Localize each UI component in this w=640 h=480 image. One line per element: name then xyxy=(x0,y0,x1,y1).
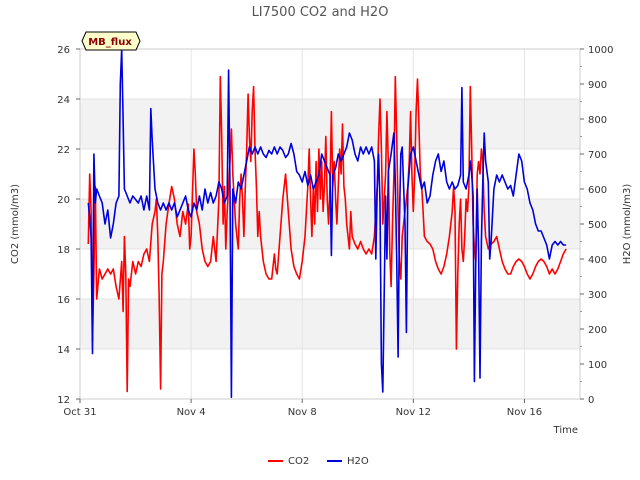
legend-label-h2o: H2O xyxy=(347,456,369,467)
band-2 xyxy=(80,99,580,149)
y-tick-label-right: 1000 xyxy=(588,45,613,56)
y-tick-label-left: 24 xyxy=(57,95,70,106)
y-tick-label-left: 14 xyxy=(57,345,70,356)
x-axis: Oct 31 Nov 4 Nov 8 Nov 12 Nov 16 xyxy=(63,399,542,418)
x-tick-label: Nov 8 xyxy=(288,407,317,418)
series-h2o xyxy=(87,48,567,399)
legend-label-co2: CO2 xyxy=(288,456,309,467)
y-tick-label-right: 300 xyxy=(588,290,607,301)
y-tick-label-left: 20 xyxy=(57,195,70,206)
x-tick-label: Nov 12 xyxy=(396,407,431,418)
y-tick-label-right: 100 xyxy=(588,360,607,371)
x-tick-label: Oct 31 xyxy=(63,407,96,418)
band-0 xyxy=(80,299,580,349)
y-tick-label-right: 0 xyxy=(588,395,594,406)
y-tick-label-right: 900 xyxy=(588,80,607,91)
y-tick-label-right: 500 xyxy=(588,220,607,231)
y-axis-label-right: H2O (mmol/m3) xyxy=(622,184,633,265)
y-tick-label-left: 12 xyxy=(57,395,70,406)
y-tick-label-left: 26 xyxy=(57,45,70,56)
y-axis-label-left: CO2 (mmol/m3) xyxy=(10,184,21,264)
site-tag-label: MB_flux xyxy=(88,37,132,48)
y-tick-label-left: 18 xyxy=(57,245,70,256)
right-axis: 0 100 200 300 400 500 600 700 800 900 1000 xyxy=(580,45,613,406)
site-tag: MB_flux xyxy=(81,31,141,51)
left-axis: 12 14 16 18 20 22 24 26 xyxy=(57,45,80,406)
y-tick-label-left: 22 xyxy=(57,145,70,156)
legend: CO2 H2O xyxy=(268,456,369,467)
y-tick-label-right: 600 xyxy=(588,185,607,196)
x-tick-label: Nov 16 xyxy=(507,407,542,418)
site-tag-box xyxy=(81,31,141,51)
y-tick-label-right: 700 xyxy=(588,150,607,161)
y-tick-label-right: 800 xyxy=(588,115,607,126)
chart-title: LI7500 CO2 and H2O xyxy=(252,5,389,20)
y-tick-label-left: 16 xyxy=(57,295,70,306)
background-bands xyxy=(80,99,580,349)
y-tick-label-right: 200 xyxy=(588,325,607,336)
x-tick-label: Nov 4 xyxy=(177,407,206,418)
y-tick-label-right: 400 xyxy=(588,255,607,266)
series-line-h2o xyxy=(87,48,567,399)
x-axis-label: Time xyxy=(553,425,578,436)
